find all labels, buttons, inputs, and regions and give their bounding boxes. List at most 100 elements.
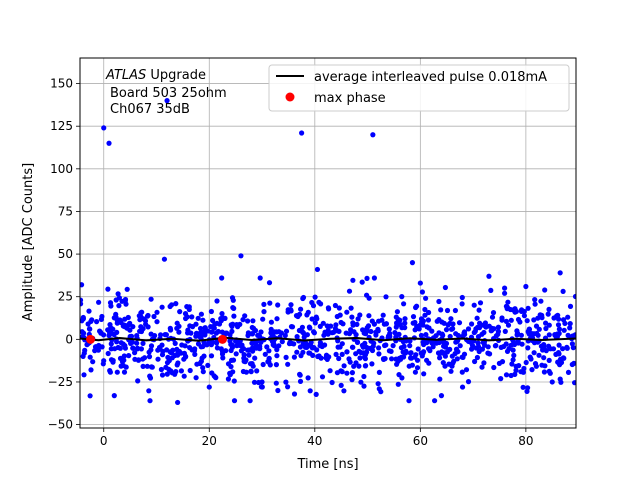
data-point xyxy=(561,327,567,333)
data-point xyxy=(200,365,206,371)
data-point xyxy=(426,309,432,316)
data-point xyxy=(198,311,204,317)
data-point xyxy=(440,360,446,366)
data-point xyxy=(159,304,165,310)
data-point xyxy=(228,357,235,363)
data-point xyxy=(167,303,173,310)
data-point xyxy=(504,348,511,354)
data-point xyxy=(151,313,157,320)
data-point xyxy=(488,328,494,334)
data-point xyxy=(121,357,127,363)
data-point xyxy=(177,309,183,315)
data-point xyxy=(329,330,335,336)
data-point xyxy=(546,332,552,338)
data-point xyxy=(474,315,480,321)
data-point xyxy=(99,344,105,350)
data-point xyxy=(108,303,114,309)
data-point xyxy=(432,398,438,404)
plot-data xyxy=(80,98,576,406)
data-point xyxy=(297,372,303,378)
data-point xyxy=(521,313,528,319)
data-point xyxy=(99,313,105,320)
data-point xyxy=(105,286,111,292)
data-point xyxy=(346,356,352,362)
data-point xyxy=(289,324,296,330)
data-point xyxy=(334,370,340,376)
data-point xyxy=(350,320,356,326)
data-point xyxy=(512,371,518,377)
data-point xyxy=(228,341,234,347)
data-point xyxy=(519,307,525,313)
data-point xyxy=(291,391,298,397)
data-point xyxy=(358,379,364,385)
data-point xyxy=(135,378,141,384)
data-point xyxy=(562,320,568,326)
data-point xyxy=(269,338,275,344)
data-point xyxy=(172,340,178,346)
data-point xyxy=(321,332,327,338)
data-point xyxy=(348,327,354,333)
data-point xyxy=(187,323,193,329)
data-point xyxy=(449,353,455,359)
data-point xyxy=(434,318,440,324)
data-point xyxy=(214,298,220,304)
data-point xyxy=(164,371,170,377)
data-point xyxy=(572,293,576,300)
outlier-point xyxy=(111,393,117,399)
data-point xyxy=(198,344,204,350)
data-point xyxy=(507,306,513,313)
data-point xyxy=(195,315,201,321)
data-point xyxy=(369,361,375,367)
data-point xyxy=(257,343,263,349)
data-point xyxy=(248,369,254,375)
data-point xyxy=(213,330,219,336)
data-point xyxy=(360,327,366,333)
data-point xyxy=(422,312,428,318)
data-point xyxy=(113,314,119,321)
data-point xyxy=(477,320,483,326)
data-point xyxy=(361,373,367,380)
data-point xyxy=(364,275,370,281)
data-point xyxy=(420,339,426,345)
x-tick-label: 60 xyxy=(413,434,428,448)
data-point xyxy=(437,355,443,361)
data-point xyxy=(503,372,510,378)
data-point xyxy=(316,353,322,359)
data-point xyxy=(378,389,384,395)
data-point xyxy=(114,329,120,335)
data-point xyxy=(285,361,291,367)
data-point xyxy=(87,326,93,332)
data-point xyxy=(414,365,421,371)
data-point xyxy=(148,296,154,302)
data-point xyxy=(541,369,548,375)
data-point xyxy=(138,346,144,352)
data-point xyxy=(407,343,413,349)
data-point xyxy=(535,315,541,321)
data-point xyxy=(81,372,87,378)
data-point xyxy=(172,371,178,377)
data-point xyxy=(225,376,231,382)
data-point xyxy=(94,319,100,325)
data-point xyxy=(185,327,191,333)
data-point xyxy=(564,345,570,351)
data-point xyxy=(135,357,142,363)
data-point xyxy=(311,329,317,335)
max-phase-point xyxy=(217,334,227,344)
data-point xyxy=(416,323,422,329)
data-point xyxy=(407,338,413,344)
data-point xyxy=(511,352,517,358)
data-point xyxy=(398,345,404,351)
data-point xyxy=(402,316,408,322)
data-point xyxy=(423,295,429,301)
data-point xyxy=(249,331,256,337)
data-point xyxy=(327,368,333,374)
data-point xyxy=(491,364,497,371)
data-point xyxy=(447,333,453,340)
data-point xyxy=(461,330,467,336)
data-point xyxy=(97,328,103,334)
data-point xyxy=(294,349,300,355)
data-point xyxy=(234,343,240,349)
data-point xyxy=(200,369,206,375)
data-point xyxy=(442,284,448,291)
